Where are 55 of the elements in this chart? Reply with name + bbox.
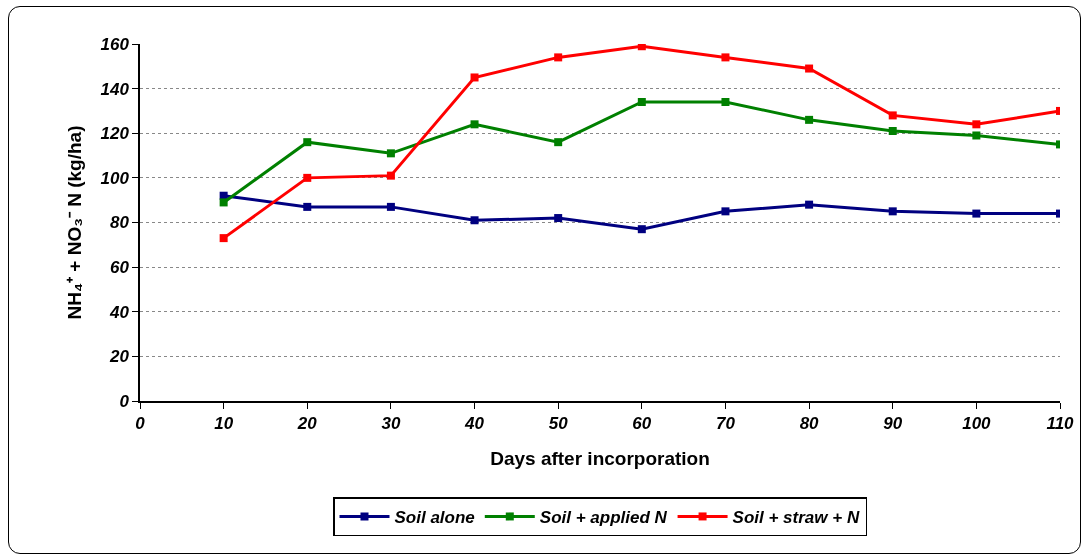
x-tick-label: 90 — [883, 414, 903, 434]
point — [637, 225, 646, 234]
legend-label: Soil alone — [394, 508, 475, 528]
legend-label: Soil + applied N — [539, 508, 668, 528]
x-tick-label: 50 — [548, 414, 569, 434]
x-tick-label: 80 — [799, 414, 820, 434]
x-tick-label: 0 — [135, 414, 146, 434]
point — [972, 120, 981, 129]
point — [303, 138, 312, 147]
point — [637, 98, 646, 107]
x-axis-title: Days after incorporation — [490, 448, 710, 470]
point — [554, 53, 563, 62]
x-tick-label: 30 — [381, 414, 401, 434]
x-tick-label: 70 — [715, 414, 736, 434]
y-tick-label: 40 — [108, 302, 130, 322]
point — [972, 209, 981, 218]
y-tick-label: 0 — [119, 391, 130, 411]
y-tick-label: 100 — [100, 168, 130, 188]
point — [386, 149, 395, 158]
point — [554, 138, 563, 147]
point — [470, 73, 479, 82]
point — [805, 115, 814, 124]
point — [888, 207, 897, 216]
point — [805, 64, 814, 73]
point — [303, 173, 312, 182]
point — [721, 207, 730, 216]
y-tick-label: 60 — [109, 258, 130, 278]
x-tick-label: 10 — [214, 414, 234, 434]
point — [303, 202, 312, 211]
point — [888, 127, 897, 136]
x-tick-label: 20 — [296, 414, 318, 434]
point — [721, 98, 730, 107]
y-tick-label: 140 — [100, 79, 130, 99]
point — [972, 131, 981, 140]
point — [219, 198, 228, 207]
y-axis-title: NH₄⁺ + NO₃⁻ N (kg/ha) — [63, 125, 85, 320]
point — [386, 171, 395, 180]
point — [721, 53, 730, 62]
x-tick-label: 40 — [464, 414, 485, 434]
point — [219, 234, 228, 243]
point — [888, 111, 897, 120]
legend-label: Soil + straw + N — [732, 508, 860, 528]
point — [470, 216, 479, 225]
point — [386, 202, 395, 211]
y-tick-label: 20 — [108, 347, 130, 367]
point — [637, 44, 646, 51]
point — [554, 214, 563, 223]
y-tick-label: 160 — [100, 34, 130, 54]
y-tick-label: 120 — [100, 124, 130, 144]
x-tick-label: 110 — [1046, 414, 1075, 434]
x-tick-label: 100 — [962, 414, 992, 434]
y-tick-label: 80 — [109, 213, 130, 233]
point — [805, 200, 814, 209]
x-tick-label: 60 — [632, 414, 652, 434]
point — [470, 120, 479, 129]
